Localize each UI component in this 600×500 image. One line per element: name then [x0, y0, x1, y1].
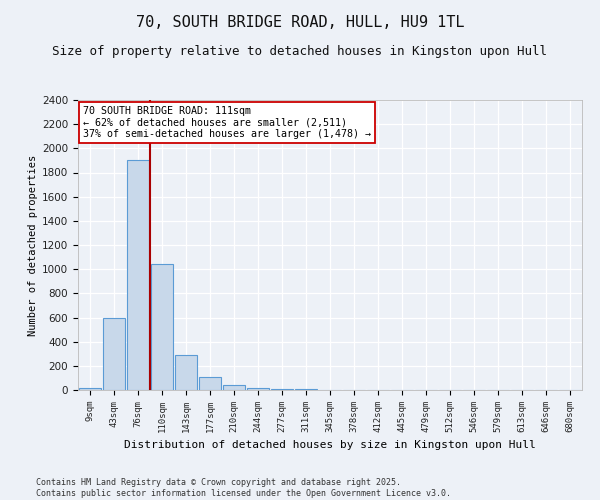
- Text: 70, SOUTH BRIDGE ROAD, HULL, HU9 1TL: 70, SOUTH BRIDGE ROAD, HULL, HU9 1TL: [136, 15, 464, 30]
- Bar: [199, 376, 221, 390]
- Text: Contains HM Land Registry data © Crown copyright and database right 2025.
Contai: Contains HM Land Registry data © Crown c…: [36, 478, 451, 498]
- X-axis label: Distribution of detached houses by size in Kingston upon Hull: Distribution of detached houses by size …: [124, 440, 536, 450]
- Bar: [103, 318, 125, 390]
- Text: Size of property relative to detached houses in Kingston upon Hull: Size of property relative to detached ho…: [53, 45, 548, 58]
- Text: 70 SOUTH BRIDGE ROAD: 111sqm
← 62% of detached houses are smaller (2,511)
37% of: 70 SOUTH BRIDGE ROAD: 111sqm ← 62% of de…: [83, 106, 371, 139]
- Bar: [271, 389, 293, 390]
- Bar: [223, 384, 245, 390]
- Bar: [79, 388, 101, 390]
- Bar: [151, 264, 173, 390]
- Bar: [175, 355, 197, 390]
- Bar: [127, 160, 149, 390]
- Bar: [295, 389, 317, 390]
- Bar: [247, 388, 269, 390]
- Y-axis label: Number of detached properties: Number of detached properties: [28, 154, 38, 336]
